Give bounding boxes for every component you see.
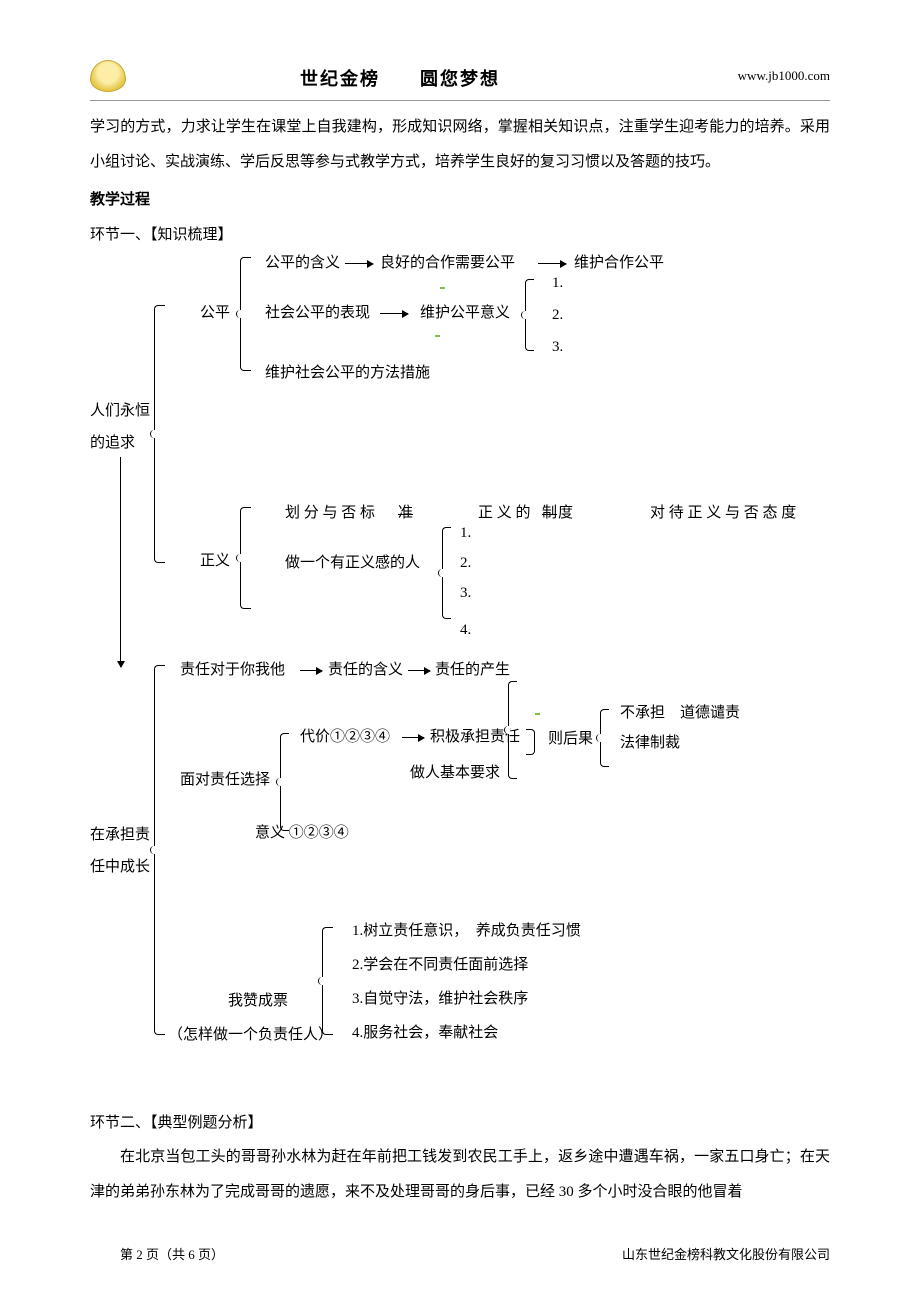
vote-4: 4.服务社会，奉献社会 (352, 1023, 498, 1044)
node-justice: 正义 (200, 551, 230, 572)
resp-meaning: 责任的含义 (328, 660, 403, 681)
example-paragraph: 在北京当包工头的哥哥孙水林为赶在年前把工钱发到农民工手上，返乡途中遭遇车祸，一家… (90, 1140, 830, 1209)
fair-coop: 良好的合作需要公平 (380, 253, 515, 274)
vote-1: 1.树立责任意识， 养成负责任习惯 (352, 921, 581, 942)
knowledge-diagram: 人们永恒 的追求 公平 公平的含义 良好的合作需要公平 维护合作公平 社会公平的… (90, 245, 830, 1075)
header-title: 世纪金榜 圆您梦想 (300, 65, 500, 91)
resp-cost: 代价①②③④ (300, 727, 390, 748)
justice-crit-strike: 准 (398, 503, 413, 524)
arrow (300, 670, 322, 671)
arrow-down (120, 457, 121, 667)
fair-meaning: 公平的含义 (265, 253, 340, 274)
arrow (380, 313, 408, 314)
section-2-title: 环节二、【典型例题分析】 (90, 1106, 830, 1141)
justice-person: 做一个有正义感的人 (285, 553, 420, 574)
resp-sig: 意义 ①②③④ (255, 823, 349, 844)
justice-1: 1. (460, 523, 471, 544)
justice-2: 2. (460, 553, 471, 574)
resp-you: 责任对于你我他 (180, 660, 285, 681)
node-fair: 公平 (200, 303, 230, 324)
brace-root2 (154, 665, 165, 1035)
section-1-title-text: 环节一、【知识梳理】 (90, 227, 233, 243)
fair-social: 社会公平的表现 (265, 303, 370, 324)
root-pursuit-b: 的追求 (90, 433, 135, 454)
justice-attitude: 对 待 正 义 与 否 态 度 (650, 503, 796, 524)
resp-res2: 法律制裁 (620, 733, 680, 754)
brace-choice (280, 733, 289, 831)
header-url: www.jb1000.com (738, 68, 830, 84)
justice-sys-a: 正 义 的 (478, 503, 531, 524)
footer-page-number: 第 2 页（共 6 页） (120, 1244, 224, 1263)
justice-3: 3. (460, 583, 471, 604)
arrow (345, 263, 373, 264)
page-header: 世纪金榜 圆您梦想 www.jb1000.com (90, 60, 830, 101)
fair-sig: 维护公平意义 (420, 303, 510, 324)
arrow (402, 737, 424, 738)
brace-fair (240, 257, 251, 371)
marker-icon (535, 713, 540, 715)
root-pursuit-a: 人们永恒 (90, 401, 150, 422)
footer-company: 山东世纪金榜科教文化股份有限公司 (622, 1244, 830, 1263)
vote-node: 我赞成票 (228, 991, 288, 1012)
brace-justice-num (442, 527, 451, 619)
resp-arise: 责任的产生 (435, 660, 510, 681)
arrow (538, 263, 566, 264)
resp-choice: 面对责任选择 (180, 770, 270, 791)
brand-logo (90, 60, 126, 92)
brace-fair-sig (525, 279, 534, 351)
vote-2: 2.学会在不同责任面前选择 (352, 955, 528, 976)
root-resp-b: 任中成长 (90, 857, 150, 878)
marker-icon (435, 335, 440, 337)
brace-then (600, 709, 609, 767)
brace-active (508, 681, 517, 779)
justice-sys-b: 度 (558, 503, 573, 524)
resp-basic: 做人基本要求 (410, 763, 500, 784)
resp-res1: 不承担 道德谴责 (620, 703, 740, 724)
justice-4: 4. (460, 620, 471, 641)
arrow (408, 670, 430, 671)
fair-methods: 维护社会公平的方法措施 (265, 363, 430, 384)
section-2-title-text: 环节二、【典型例题分析】 (90, 1115, 263, 1131)
brace-right (526, 729, 535, 755)
fair-sig-1: 1. (552, 273, 563, 294)
resp-then: 则后果 (548, 729, 593, 750)
intro-paragraph: 学习的方式，力求让学生在课堂上自我建构，形成知识网络，掌握相关知识点，注重学生迎… (90, 110, 830, 179)
brace-root1 (154, 305, 165, 563)
fair-sig-2: 2. (552, 305, 563, 326)
brace-vote (322, 927, 333, 1035)
marker-icon (440, 287, 445, 289)
brace-justice (240, 507, 251, 609)
fair-maintain: 维护合作公平 (574, 253, 664, 274)
justice-crit: 划 分 与 否 标 (285, 503, 375, 524)
root-resp-a: 在承担责 (90, 825, 150, 846)
vote-sub: （怎样做一个负责任人） (168, 1025, 333, 1046)
vote-3: 3.自觉守法，维护社会秩序 (352, 989, 528, 1010)
justice-sys-s: 制 (542, 503, 557, 524)
fair-sig-3: 3. (552, 337, 563, 358)
teaching-process-heading: 教学过程 (90, 183, 830, 218)
